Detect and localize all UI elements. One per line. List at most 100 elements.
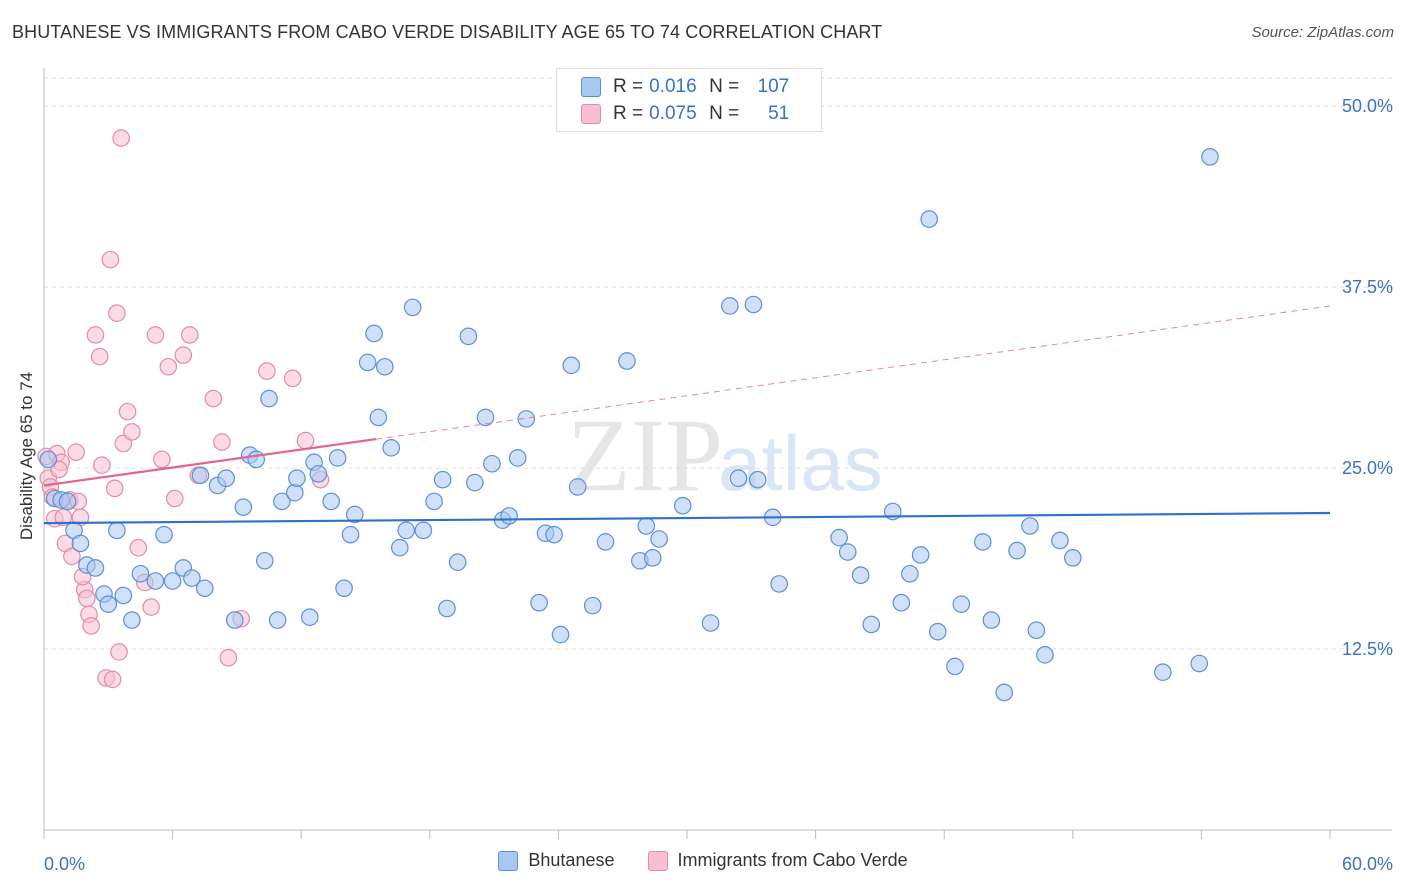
bhutanese-point xyxy=(448,553,467,571)
bhutanese-point xyxy=(255,551,274,570)
stats-box: R = 0.016 N = 107 R = 0.075 N = 51 xyxy=(556,68,822,132)
bhutanese-point xyxy=(500,507,518,525)
bhutanese-point xyxy=(643,549,662,567)
y-tick-label: 50.0% xyxy=(1342,96,1393,116)
bhutanese-trend-line xyxy=(43,511,1331,525)
bhutanese-points xyxy=(39,148,1219,702)
cabo-verde-point xyxy=(258,362,276,380)
cabo-verde-points xyxy=(37,129,330,689)
cabo-verde-point xyxy=(103,670,122,689)
watermark-atlas: atlas xyxy=(718,419,883,507)
bhutanese-point xyxy=(146,572,165,590)
cabo-verde-point xyxy=(112,129,130,147)
cabo-verde-point xyxy=(204,389,223,408)
stats-row-cabo-verde: R = 0.075 N = 51 xyxy=(581,102,789,126)
bhutanese-point xyxy=(191,466,210,485)
bhutanese-point xyxy=(729,469,748,488)
legend-label-bhutanese: Bhutanese xyxy=(528,850,615,870)
bhutanese-point xyxy=(163,572,182,590)
legend-swatch-blue xyxy=(498,850,519,871)
bhutanese-point xyxy=(358,353,377,372)
bhutanese-point xyxy=(86,559,105,577)
legend-item-bhutanese[interactable]: Bhutanese xyxy=(498,850,614,871)
bhutanese-point xyxy=(414,521,433,540)
bhutanese-point xyxy=(155,525,173,544)
bhutanese-point xyxy=(309,465,328,483)
stats-n-value: 107 xyxy=(757,76,790,97)
bhutanese-point xyxy=(345,505,364,524)
bhutanese-point xyxy=(851,566,870,585)
bhutanese-point xyxy=(911,546,930,564)
bhutanese-point xyxy=(701,614,720,632)
bhutanese-point xyxy=(403,298,422,317)
bhutanese-point xyxy=(268,611,287,629)
bhutanese-point xyxy=(341,525,360,544)
bhutanese-point xyxy=(973,533,992,551)
bhutanese-point xyxy=(1021,517,1039,535)
bhutanese-point xyxy=(108,521,126,540)
bhutanese-point xyxy=(459,327,478,346)
bhutanese-point xyxy=(562,356,581,375)
cabo-verde-point xyxy=(296,431,315,450)
bhutanese-point xyxy=(1064,549,1082,567)
bhutanese-point xyxy=(1190,654,1209,673)
bhutanese-point xyxy=(901,564,919,583)
bhutanese-point xyxy=(744,295,763,314)
stats-n-label: N = xyxy=(709,103,740,124)
cabo-verde-point xyxy=(142,598,160,616)
bhutanese-point xyxy=(1201,148,1219,166)
bhutanese-point xyxy=(673,496,692,515)
watermark-zip: ZIP xyxy=(567,398,723,513)
chart-title: BHUTANESE VS IMMIGRANTS FROM CABO VERDE … xyxy=(12,22,883,42)
cabo-verde-point xyxy=(108,304,126,322)
bhutanese-point xyxy=(583,596,602,615)
bhutanese-point xyxy=(71,534,90,553)
bhutanese-point xyxy=(838,543,857,561)
cabo-verde-point xyxy=(146,326,165,344)
cabo-verde-point xyxy=(93,456,111,474)
bhutanese-point xyxy=(382,439,401,457)
stats-row-bhutanese: R = 0.016 N = 107 xyxy=(581,75,789,99)
bhutanese-point xyxy=(131,564,150,583)
legend-label-cabo-verde: Immigrants from Cabo Verde xyxy=(677,850,908,870)
bhutanese-point xyxy=(483,454,501,473)
bhutanese-point xyxy=(217,469,235,488)
bhutanese-point xyxy=(995,683,1014,702)
cabo-verde-point xyxy=(283,369,302,388)
stats-r-label: R = xyxy=(613,103,644,124)
legend-item-cabo-verde[interactable]: Immigrants from Cabo Verde xyxy=(647,850,908,871)
cabo-verde-point xyxy=(54,508,73,527)
chart-legend: Bhutanese Immigrants from Cabo Verde xyxy=(0,850,1406,876)
bhutanese-point xyxy=(596,533,615,551)
cabo-verde-point xyxy=(118,402,137,421)
x-tick-label-max: 60.0% xyxy=(1342,854,1393,874)
bhutanese-point xyxy=(390,538,409,557)
cabo-verde-point xyxy=(50,460,68,479)
bhutanese-point xyxy=(920,210,938,228)
axis-labels: 12.5% 25.0% 37.5% 50.0% 0.0% 60.0% Disability … xyxy=(17,96,1393,874)
cabo-verde-point xyxy=(174,346,193,364)
cabo-verde-point xyxy=(105,479,124,498)
stats-swatch-pink xyxy=(581,104,601,124)
bhutanese-point xyxy=(300,608,319,626)
y-tick-label: 25.0% xyxy=(1342,458,1393,478)
bhutanese-point xyxy=(830,528,848,547)
cabo-verde-point xyxy=(63,547,81,566)
cabo-verde-point xyxy=(90,347,109,366)
bhutanese-point xyxy=(892,593,911,612)
cabo-verde-point xyxy=(78,589,96,608)
stats-r-value: 0.016 xyxy=(649,76,697,97)
bhutanese-point xyxy=(770,575,788,593)
bhutanese-point xyxy=(58,492,77,511)
bhutanese-point xyxy=(438,599,456,618)
bhutanese-point xyxy=(335,579,353,598)
cabo-verde-point xyxy=(129,538,148,557)
gridlines xyxy=(44,77,1392,650)
bhutanese-point xyxy=(260,389,278,408)
bhutanese-point xyxy=(39,450,58,469)
bhutanese-point xyxy=(1027,621,1046,640)
bhutanese-point xyxy=(637,517,656,535)
bhutanese-point xyxy=(476,408,495,427)
cabo-verde-point xyxy=(213,433,231,451)
